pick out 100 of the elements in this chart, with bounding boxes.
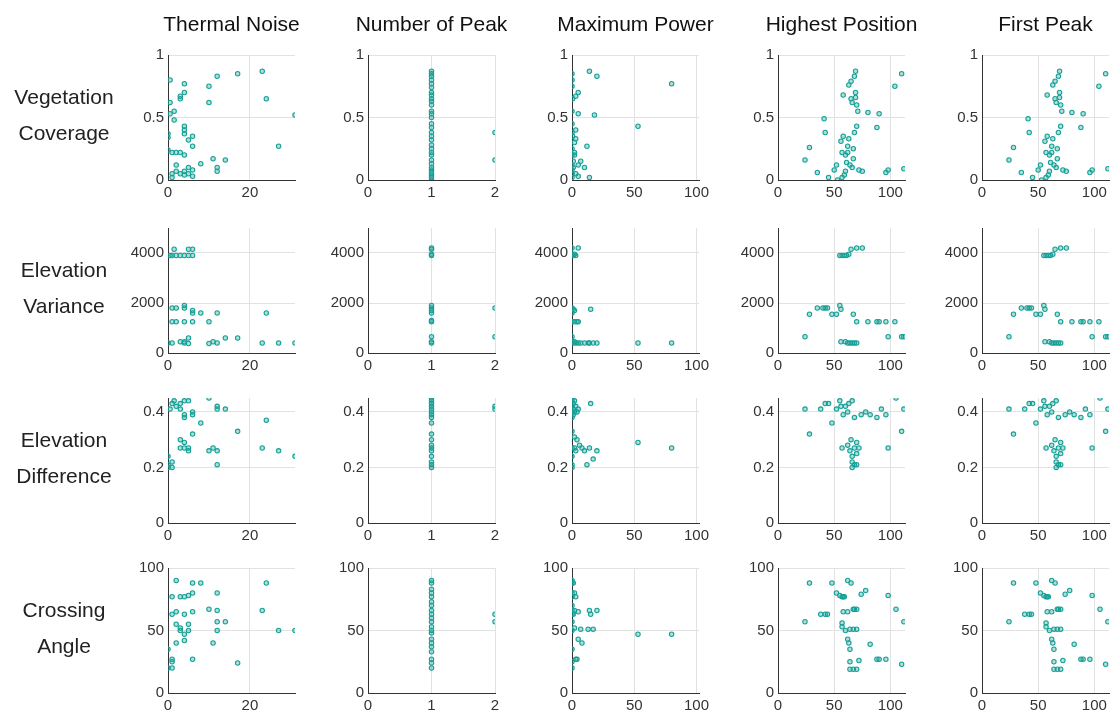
chart-title: Thermal Noise — [162, 12, 301, 36]
x-tick-label: 50 — [625, 696, 643, 714]
x-tick-label: 100 — [877, 526, 903, 544]
y-tick-label: 0 — [969, 343, 978, 361]
y-tick-label: 0.4 — [753, 402, 774, 420]
x-tick-label: 100 — [1081, 696, 1107, 714]
x-tick-label: 100 — [683, 696, 710, 714]
x-tick-label: 20 — [241, 183, 259, 201]
y-tick-label: 0.4 — [343, 402, 364, 420]
y-tick-label: 0 — [559, 170, 568, 188]
y-tick-label: 1 — [155, 45, 164, 63]
y-tick-label: 4000 — [740, 243, 774, 261]
y-tick-label: 0.2 — [753, 457, 774, 475]
y-tick-label: 4000 — [944, 243, 978, 261]
y-axis-title: Elevation Variance — [19, 257, 109, 319]
x-tick-label: 50 — [625, 356, 643, 374]
y-tick-label: 1 — [559, 45, 568, 63]
chart-title: Number of Peak — [354, 12, 509, 36]
x-tick-label: 1 — [427, 183, 436, 201]
y-tick-label: 0 — [355, 343, 364, 361]
y-tick-label: 0.5 — [547, 107, 568, 125]
x-tick-label: 50 — [1029, 183, 1047, 201]
y-tick-label: 0 — [765, 170, 774, 188]
x-tick-label: 50 — [1029, 526, 1047, 544]
y-tick-label: 50 — [347, 620, 364, 638]
y-tick-label: 0 — [155, 513, 164, 531]
x-tick-label: 20 — [241, 356, 259, 374]
y-tick-label: 0 — [559, 513, 568, 531]
y-tick-label: 0 — [765, 513, 774, 531]
y-tick-label: 4000 — [330, 243, 364, 261]
y-tick-label: 0 — [969, 683, 978, 701]
y-tick-label: 0.2 — [143, 457, 164, 475]
y-tick-label: 0 — [765, 683, 774, 701]
y-tick-label: 4000 — [130, 243, 164, 261]
y-tick-label: 0.2 — [957, 457, 978, 475]
x-tick-label: 100 — [683, 526, 710, 544]
y-tick-label: 1 — [969, 45, 978, 63]
y-tick-label: 50 — [961, 620, 978, 638]
y-tick-label: 100 — [952, 558, 978, 576]
x-tick-label: 1 — [427, 356, 436, 374]
x-tick-label: 100 — [1081, 356, 1107, 374]
x-tick-label: 20 — [241, 526, 259, 544]
y-tick-label: 0 — [559, 683, 568, 701]
y-tick-label: 4000 — [534, 243, 568, 261]
y-tick-label: 0 — [155, 343, 164, 361]
y-tick-label: 1 — [355, 45, 364, 63]
x-tick-label: 50 — [625, 183, 643, 201]
x-tick-label: 2 — [490, 183, 500, 201]
y-tick-label: 100 — [338, 558, 364, 576]
y-tick-label: 0 — [355, 170, 364, 188]
chart-title: Highest Position — [764, 12, 919, 36]
y-tick-label: 0.4 — [547, 402, 568, 420]
y-tick-label: 50 — [757, 620, 774, 638]
y-tick-label: 0.4 — [957, 402, 978, 420]
x-tick-label: 100 — [877, 356, 903, 374]
x-tick-label: 50 — [825, 356, 843, 374]
y-tick-label: 0 — [355, 513, 364, 531]
y-axis-title: Elevation Difference — [15, 427, 113, 489]
y-tick-label: 0 — [969, 170, 978, 188]
y-tick-label: 2000 — [330, 293, 364, 311]
y-tick-label: 0.5 — [143, 107, 164, 125]
y-tick-label: 0.2 — [547, 457, 568, 475]
y-tick-label: 0 — [155, 683, 164, 701]
y-tick-label: 0 — [765, 343, 774, 361]
y-tick-label: 100 — [542, 558, 568, 576]
x-tick-label: 100 — [683, 183, 710, 201]
x-tick-label: 50 — [1029, 696, 1047, 714]
y-tick-label: 100 — [748, 558, 774, 576]
y-tick-label: 0.5 — [957, 107, 978, 125]
y-tick-label: 0.5 — [753, 107, 774, 125]
chart-title: Maximum Power — [556, 12, 715, 36]
x-tick-label: 100 — [877, 183, 903, 201]
chart-title: First Peak — [997, 12, 1094, 36]
y-tick-label: 2000 — [534, 293, 568, 311]
x-tick-label: 2 — [490, 356, 500, 374]
x-tick-label: 1 — [427, 696, 436, 714]
x-tick-label: 50 — [825, 526, 843, 544]
x-tick-label: 100 — [1081, 183, 1107, 201]
y-tick-label: 0 — [355, 683, 364, 701]
y-tick-label: 0.4 — [143, 402, 164, 420]
x-tick-label: 50 — [825, 696, 843, 714]
x-tick-label: 100 — [683, 356, 710, 374]
y-tick-label: 2000 — [130, 293, 164, 311]
y-tick-label: 100 — [138, 558, 164, 576]
y-tick-label: 2000 — [740, 293, 774, 311]
y-tick-label: 2000 — [944, 293, 978, 311]
y-tick-label: 50 — [147, 620, 164, 638]
x-tick-label: 50 — [625, 526, 643, 544]
x-tick-label: 1 — [427, 526, 436, 544]
y-tick-label: 0.5 — [343, 107, 364, 125]
y-tick-label: 0 — [969, 513, 978, 531]
y-tick-label: 50 — [551, 620, 568, 638]
x-tick-label: 100 — [1081, 526, 1107, 544]
x-tick-label: 100 — [877, 696, 903, 714]
y-axis-title: Crossing Angle — [21, 597, 107, 659]
x-tick-label: 2 — [490, 696, 500, 714]
x-tick-label: 50 — [1029, 356, 1047, 374]
y-tick-label: 0 — [559, 343, 568, 361]
y-axis-title: Vegetation Coverage — [13, 84, 115, 146]
x-tick-label: 50 — [825, 183, 843, 201]
